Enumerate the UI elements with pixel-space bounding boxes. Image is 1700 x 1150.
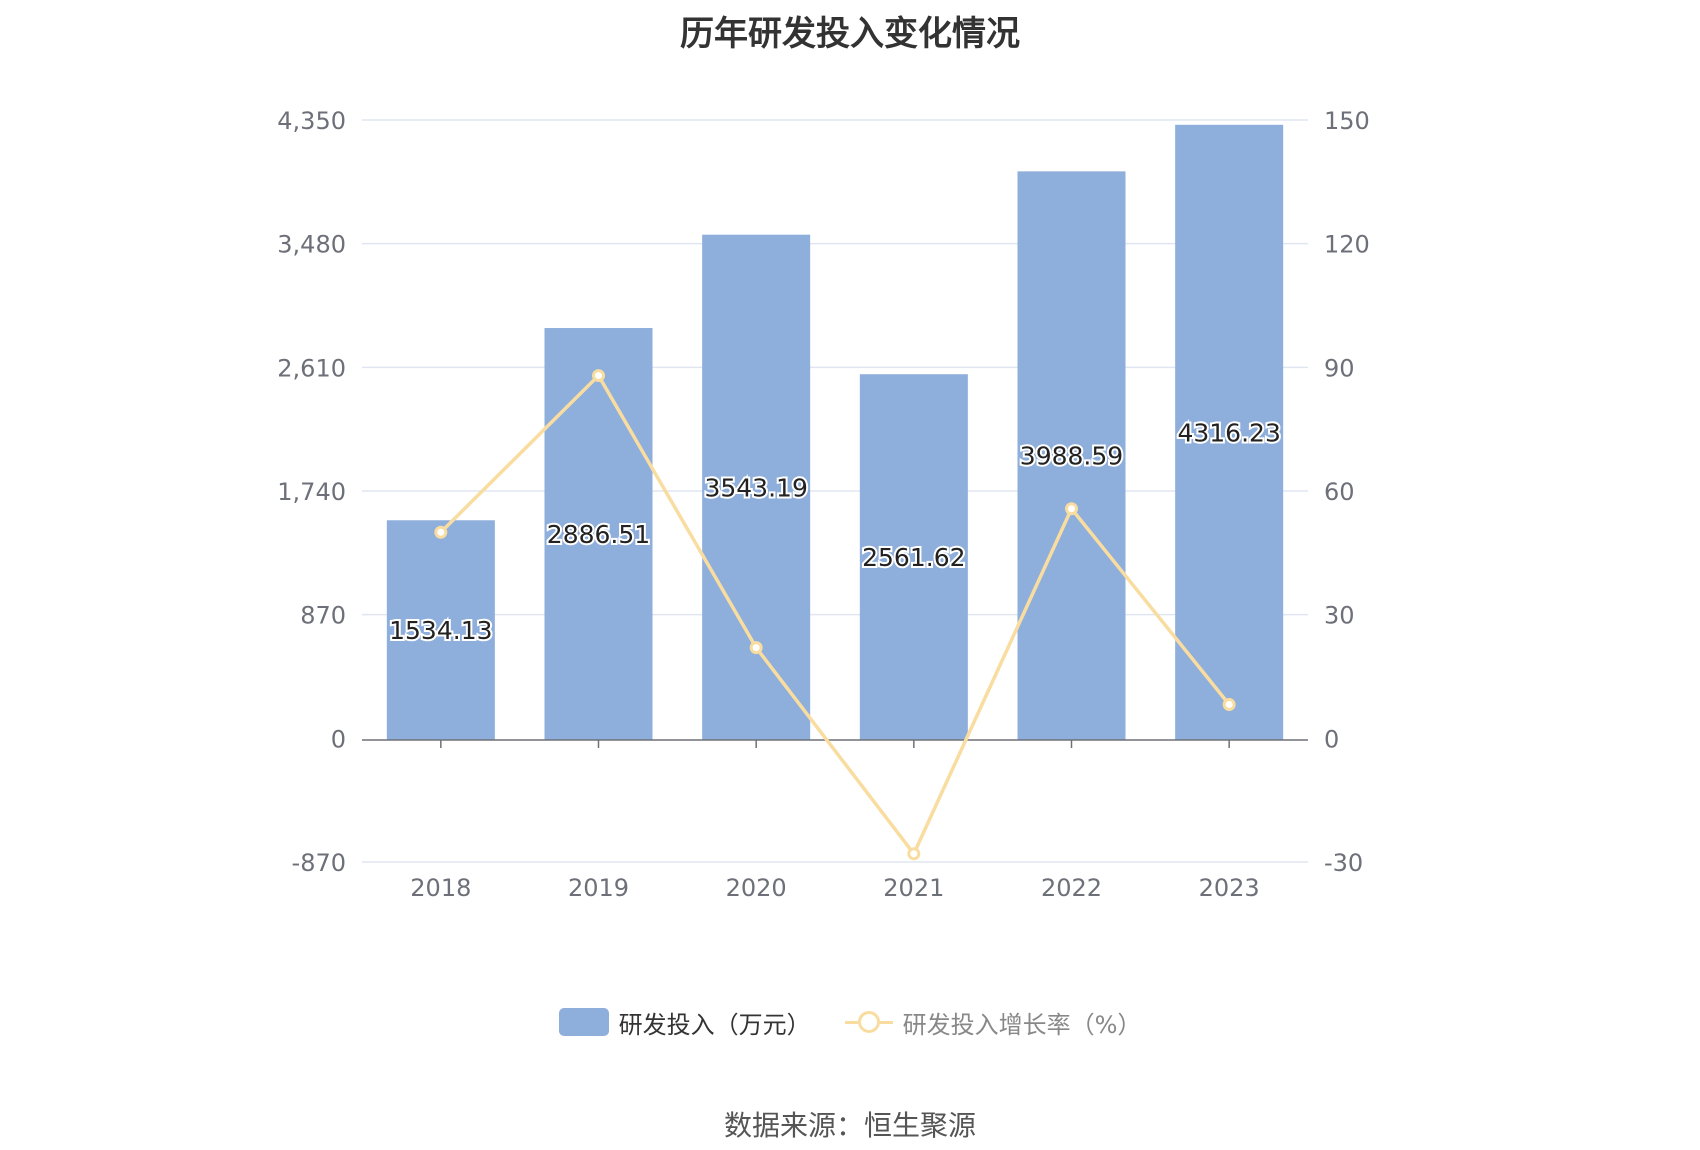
legend-label-growth-rate: 研发投入增长率（%） [902,1010,1142,1039]
bar-data-label: 3543.19 [704,473,807,502]
y-right-tick-label: 90 [1324,354,1355,382]
y-right-tick-label: 60 [1324,478,1355,506]
bar-data-label: 4316.23 [1177,418,1280,447]
y-right-tick-label: -30 [1324,849,1363,877]
bar [1175,124,1284,741]
data-source: 数据来源：恒生聚源 [723,1109,976,1142]
y-right-tick-label: 120 [1324,231,1370,259]
bar [544,328,653,740]
x-tick-label: 2022 [1041,874,1102,902]
growth-rate-point [1065,502,1078,516]
y-right-tick-label: 0 [1324,725,1339,753]
legend-item-rd-investment[interactable]: 研发投入（万元） [558,1005,811,1040]
growth-rate-point [592,369,605,383]
y-left-tick-label: 2,610 [277,354,346,382]
y-left-tick-label: -870 [292,849,346,877]
y-left-tick-label: 3,480 [277,231,346,259]
chart-title: 历年研发投入变化情况 [680,14,1020,54]
x-tick-label: 2020 [726,874,787,902]
x-tick-label: 2023 [1199,874,1260,902]
x-tick-label: 2019 [568,874,629,902]
bar-data-label: 3988.59 [1020,442,1123,471]
legend-bar-swatch [558,1008,609,1036]
growth-rate-point [434,525,448,539]
y-left-tick-label: 4,350 [277,107,346,135]
growth-rate-line [439,373,1231,856]
y-left-tick-label: 1,740 [277,478,346,506]
chart-canvas: -870 0 870 1,740 2,610 3,480 4,350 -30 0 30 60 90 12… [277,107,1370,902]
bar-data-label: 2561.62 [862,543,965,572]
x-tick-label: 2021 [883,874,944,902]
y-right-tick-label: 150 [1324,107,1370,135]
legend-line-marker [857,1011,880,1033]
growth-rate-point [1222,698,1236,712]
bar [859,374,968,740]
growth-rate-point [749,641,763,655]
bar [386,520,495,740]
legend: 研发投入（万元） 研发投入增长率（%） [0,1002,1700,1042]
bar [702,234,811,740]
y-left-tick-label: 870 [300,602,346,630]
x-tick-label: 2018 [410,874,471,902]
legend-line-swatch [844,1008,893,1036]
y-left-tick-label: 0 [331,725,346,753]
legend-label-rd-investment: 研发投入（万元） [618,1010,811,1039]
bar-data-label: 2886.51 [547,520,650,549]
bar [1017,171,1126,741]
growth-rate-point [907,847,921,861]
bar-data-label: 1534.13 [389,616,492,645]
y-right-tick-label: 30 [1324,602,1355,630]
legend-item-growth-rate[interactable]: 研发投入增长率（%） [844,1005,1142,1040]
